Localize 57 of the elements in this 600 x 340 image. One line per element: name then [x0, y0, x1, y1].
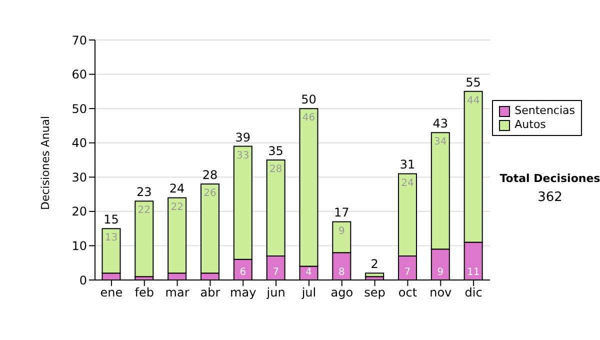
- x-tick-label: feb: [134, 286, 154, 300]
- total-label: 23: [136, 185, 152, 200]
- x-tick-label: jul: [300, 286, 316, 300]
- x-tick-label: abr: [200, 286, 220, 300]
- total-label: 15: [104, 212, 119, 227]
- y-axis-title: Decisiones Anual: [38, 116, 52, 210]
- total-label: 28: [202, 168, 218, 182]
- x-tick-label: mar: [165, 286, 190, 300]
- text: Total Decisiones: [498, 172, 600, 185]
- y-tick-label: 30: [72, 170, 87, 184]
- data-label: 26: [204, 188, 216, 200]
- data-label: 28: [269, 164, 282, 176]
- text: 362: [536, 190, 564, 205]
- y-tick-label: 10: [72, 238, 87, 253]
- total-label: 17: [334, 206, 350, 220]
- y-tick-label: 20: [72, 204, 87, 219]
- total-label: 2: [370, 257, 378, 272]
- data-label: 22: [170, 202, 184, 213]
- total-label: 43: [432, 116, 448, 131]
- legend-label: Autos: [514, 118, 546, 132]
- y-tick-label: 60: [72, 68, 87, 82]
- total-label: 50: [301, 92, 316, 107]
- x-tick-label: sep: [364, 286, 386, 300]
- y-tick-label: 0: [79, 273, 87, 288]
- data-label: 6: [240, 267, 246, 278]
- x-tick-label: nov: [430, 286, 452, 300]
- bar: [134, 200, 154, 278]
- y-tick-label: 40: [72, 136, 87, 150]
- data-label: 11: [466, 267, 480, 278]
- total-label: 39: [235, 130, 251, 144]
- legend-label: Sentencias: [514, 104, 575, 118]
- bar: [365, 272, 384, 278]
- x-tick-label: ago: [330, 286, 354, 300]
- data-label: 7: [272, 267, 280, 278]
- data-label: 4: [306, 267, 312, 278]
- y-tick-label: 50: [72, 102, 87, 116]
- x-tick-label: dic: [464, 286, 482, 300]
- data-label: 44: [466, 96, 480, 107]
- total-label: 55: [466, 75, 481, 90]
- total-label: 35: [268, 144, 284, 158]
- x-tick-label: ene: [100, 286, 123, 300]
- total-label: 31: [400, 158, 416, 172]
- data-label: 8: [338, 267, 345, 278]
- data-label: 13: [104, 232, 118, 244]
- x-tick-label: jun: [266, 286, 286, 300]
- data-label: 9: [437, 267, 444, 278]
- data-label: 33: [236, 150, 250, 162]
- data-label: 34: [434, 136, 447, 148]
- data-label: 9: [338, 226, 345, 237]
- y-tick-label: 70: [72, 33, 87, 48]
- data-label: 24: [401, 178, 414, 189]
- data-label: 46: [302, 112, 316, 124]
- x-tick-label: oct: [398, 286, 418, 300]
- data-label: 22: [138, 205, 151, 216]
- total-label: 24: [169, 182, 185, 196]
- x-tick-label: may: [230, 286, 256, 300]
- data-label: 7: [404, 267, 411, 278]
